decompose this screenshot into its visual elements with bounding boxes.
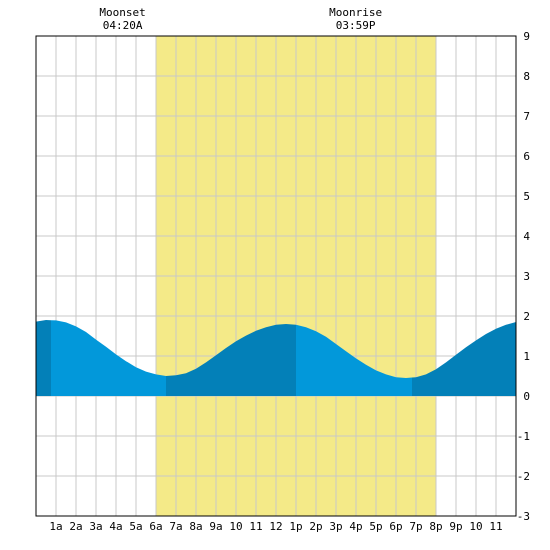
tide-area-rising (36, 320, 51, 396)
y-tick-label: -2 (517, 470, 530, 483)
x-tick-label: 5a (129, 520, 142, 533)
y-tick-label: 3 (523, 270, 530, 283)
plot-frame (35, 35, 517, 517)
y-tick-label: 2 (523, 310, 530, 323)
x-tick-label: 9a (209, 520, 222, 533)
moonrise-time: 03:59P (336, 19, 376, 32)
x-tick-label: 10 (229, 520, 242, 533)
x-tick-label: 9p (449, 520, 462, 533)
x-tick-label: 8p (429, 520, 442, 533)
moonset-label: Moonset (99, 6, 145, 19)
tide-area-rising (412, 322, 516, 396)
y-tick-label: 0 (523, 390, 530, 403)
y-tick-label: -3 (517, 510, 530, 523)
tide-area-falling (51, 320, 166, 396)
x-tick-label: 4a (109, 520, 122, 533)
x-tick-label: 2p (309, 520, 322, 533)
x-tick-label: 7p (409, 520, 422, 533)
x-tick-label: 1a (49, 520, 62, 533)
x-tick-label: 2a (69, 520, 82, 533)
y-tick-label: 8 (523, 70, 530, 83)
x-tick-label: 4p (349, 520, 362, 533)
x-tick-label: 1p (289, 520, 302, 533)
x-tick-label: 3a (89, 520, 102, 533)
x-tick-label: 8a (189, 520, 202, 533)
moonrise-label: Moonrise (329, 6, 382, 19)
x-tick-label: 11 (489, 520, 502, 533)
x-tick-label: 6p (389, 520, 402, 533)
y-tick-label: 7 (523, 110, 530, 123)
x-tick-label: 10 (469, 520, 482, 533)
tide-area-falling (296, 324, 412, 396)
y-tick-label: 9 (523, 30, 530, 43)
y-tick-label: 6 (523, 150, 530, 163)
x-tick-label: 7a (169, 520, 182, 533)
y-tick-label: 4 (523, 230, 530, 243)
x-tick-label: 12 (269, 520, 282, 533)
tide-area-rising (166, 324, 296, 396)
y-tick-label: -1 (517, 430, 530, 443)
moonset-time: 04:20A (103, 19, 143, 32)
x-tick-label: 11 (249, 520, 262, 533)
x-tick-label: 6a (149, 520, 162, 533)
y-tick-label: 5 (523, 190, 530, 203)
x-tick-label: 3p (329, 520, 342, 533)
y-tick-label: 1 (523, 350, 530, 363)
x-tick-label: 5p (369, 520, 382, 533)
